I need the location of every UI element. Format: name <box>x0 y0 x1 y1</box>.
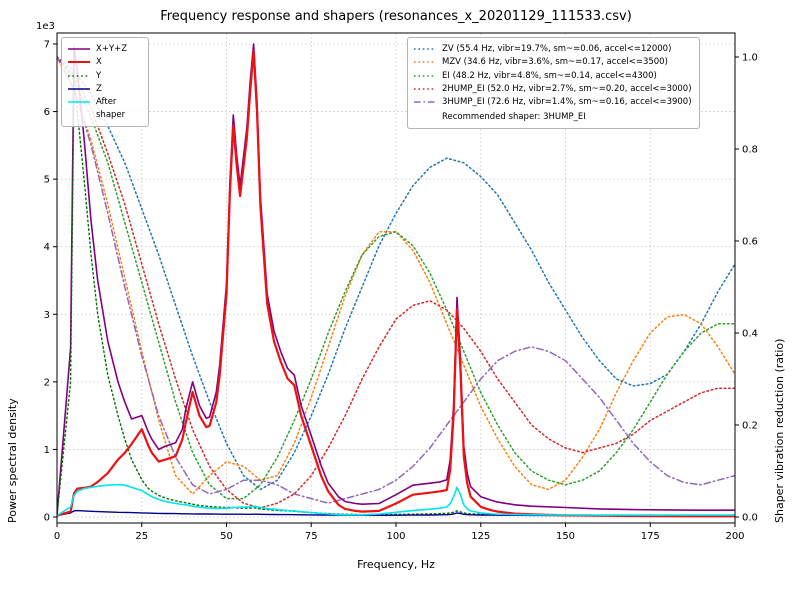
right-axis-label: Shaper vibration reduction (ratio) <box>773 338 786 523</box>
y-left-tick-label: 7 <box>44 40 50 51</box>
x-tick-label: 100 <box>386 531 405 542</box>
legend-line-sample <box>68 48 90 50</box>
y-left-tick-label: 6 <box>44 107 50 118</box>
legend-shapers: ZV (55.4 Hz, vibr=19.7%, sm~=0.06, accel… <box>407 37 700 129</box>
psd-curve-x-y-z <box>57 43 735 516</box>
y-right-tick-label: 0.2 <box>742 421 758 432</box>
y-left-tick-label: 4 <box>44 242 50 253</box>
legend-label: Z <box>96 83 102 94</box>
legend-item-zv: ZV (55.4 Hz, vibr=19.7%, sm~=0.06, accel… <box>413 43 692 55</box>
legend-item-2hump_ei: 2HUMP_EI (52.0 Hz, vibr=2.7%, sm~=0.20, … <box>413 83 692 95</box>
left-axis-label: Power spectral density <box>6 398 19 523</box>
left-axis-scale-offset: 1e3 <box>36 21 55 32</box>
y-left-tick-label: 3 <box>44 310 50 321</box>
legend-line-sample <box>414 101 436 103</box>
legend-label: 3HUMP_EI (72.6 Hz, vibr=1.4%, sm~=0.16, … <box>442 97 692 108</box>
legend-item-3hump_ei: 3HUMP_EI (72.6 Hz, vibr=1.4%, sm~=0.16, … <box>413 96 692 108</box>
y-left-tick-label: 0 <box>44 513 50 524</box>
series-group <box>57 43 735 518</box>
legend-line-sample <box>68 88 90 90</box>
legend-line-sample <box>68 74 90 77</box>
x-tick-label: 0 <box>54 531 60 542</box>
tick-labels: 0 25 50 75 100 125 150 175 200 0 1 2 3 4 5 6 7 0.0 0.2 0.4 0… <box>44 40 758 543</box>
x-tick-label: 50 <box>220 531 233 542</box>
legend-item-x: X <box>67 56 141 68</box>
legend-label: EI (48.2 Hz, vibr=4.8%, sm~=0.14, accel<… <box>442 70 657 81</box>
legend-line-sample <box>68 61 90 64</box>
x-axis-label: Frequency, Hz <box>357 558 435 571</box>
legend-item-mzv: MZV (34.6 Hz, vibr=3.6%, sm~=0.17, accel… <box>413 56 692 68</box>
legend-line-sample <box>68 101 90 104</box>
legend-psd: X+Y+Z X Y Z After shaper <box>61 37 149 127</box>
x-tick-label: 150 <box>556 531 575 542</box>
y-right-tick-label: 1.0 <box>742 53 758 64</box>
y-left-tick-label: 5 <box>44 175 50 186</box>
shaper-curve-zv <box>57 56 735 491</box>
legend-item-x-y-z: X+Y+Z <box>67 43 141 55</box>
legend-item-ei: EI (48.2 Hz, vibr=4.8%, sm~=0.14, accel<… <box>413 70 692 82</box>
shaper-curve-3hump_ei <box>57 56 735 504</box>
x-tick-label: 125 <box>471 531 490 542</box>
x-tick-label: 175 <box>641 531 660 542</box>
y-right-tick-label: 0.0 <box>742 513 758 524</box>
legend-item-y: Y <box>67 70 141 82</box>
tick-marks <box>53 43 739 527</box>
psd-curve-after-shaper <box>57 483 735 517</box>
y-left-tick-label: 2 <box>44 377 50 388</box>
legend-label: After shaper <box>96 97 126 120</box>
x-tick-label: 25 <box>135 531 148 542</box>
chart-title: Frequency response and shapers (resonanc… <box>160 9 632 24</box>
psd-curve-z <box>57 509 735 517</box>
y-right-tick-label: 0.4 <box>742 329 758 340</box>
legend-label: MZV (34.6 Hz, vibr=3.6%, sm~=0.17, accel… <box>442 57 668 68</box>
y-right-tick-label: 0.6 <box>742 237 758 248</box>
legend-label: ZV (55.4 Hz, vibr=19.7%, sm~=0.06, accel… <box>442 44 672 54</box>
shaper-curve-ei <box>57 56 735 500</box>
legend-item-after-shaper: After shaper <box>67 96 141 121</box>
y-left-tick-label: 1 <box>44 445 50 456</box>
legend-label: X <box>96 57 102 68</box>
x-tick-label: 75 <box>305 531 318 542</box>
legend-label: X+Y+Z <box>96 44 128 54</box>
legend-line-sample <box>414 48 436 50</box>
legend-shaper-rows: ZV (55.4 Hz, vibr=19.7%, sm~=0.06, accel… <box>413 43 692 109</box>
psd-curve-x <box>57 49 735 518</box>
legend-line-sample <box>414 88 436 90</box>
shaper-curve-2hump_ei <box>57 56 735 509</box>
legend-label: Y <box>96 70 102 81</box>
recommended-shaper-note: Recommended shaper: 3HUMP_EI <box>442 111 586 122</box>
x-tick-label: 200 <box>725 531 744 542</box>
legend-item-z: Z <box>67 83 141 95</box>
legend-label: 2HUMP_EI (52.0 Hz, vibr=2.7%, sm~=0.20, … <box>442 83 692 94</box>
y-right-tick-label: 0.8 <box>742 145 758 156</box>
legend-line-sample <box>414 61 436 64</box>
legend-line-sample <box>414 74 436 77</box>
